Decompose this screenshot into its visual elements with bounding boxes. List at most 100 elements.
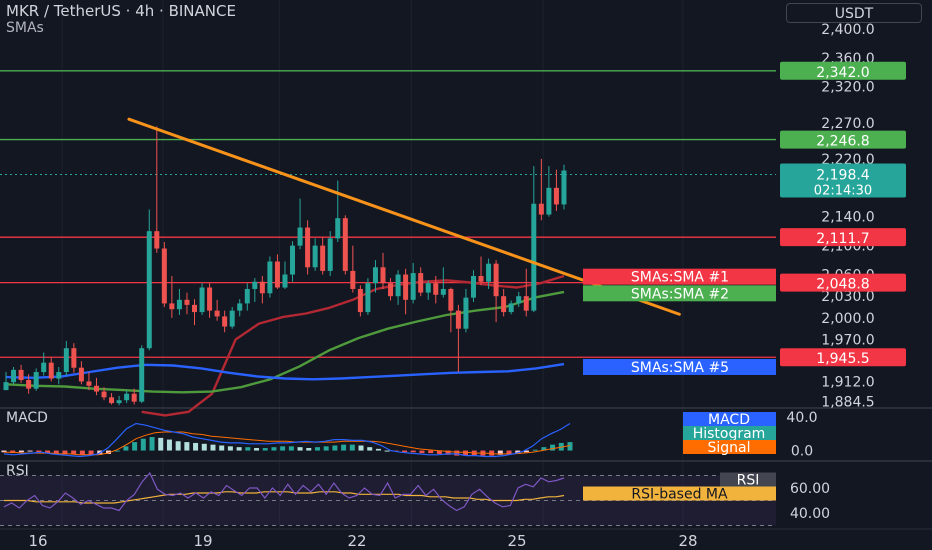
candle-body[interactable] (327, 238, 333, 271)
candle-body[interactable] (274, 261, 280, 288)
candle-body[interactable] (410, 273, 416, 300)
sma-line-2[interactable] (5, 290, 565, 394)
candle-body[interactable] (161, 248, 167, 304)
candle-body[interactable] (380, 267, 386, 284)
candle-body[interactable] (342, 218, 348, 271)
candle-body[interactable] (501, 296, 507, 313)
candle-body[interactable] (184, 299, 190, 305)
candle-body[interactable] (561, 170, 567, 205)
level-price-label: 2,048.8 (816, 277, 869, 293)
candle-body[interactable] (139, 348, 145, 402)
candle-body[interactable] (320, 245, 326, 271)
candle-body[interactable] (3, 382, 9, 391)
candle-body[interactable] (538, 203, 544, 215)
candle-body[interactable] (176, 299, 182, 310)
histogram-bar (193, 442, 199, 451)
histogram-bar (158, 437, 164, 451)
candle-body[interactable] (290, 245, 296, 275)
bar-countdown: 02:14:30 (814, 184, 872, 199)
candle-body[interactable] (531, 203, 537, 311)
candle-body[interactable] (365, 283, 371, 313)
histogram-bar (489, 450, 495, 456)
candle-body[interactable] (169, 303, 175, 310)
rsi-legend-label: RSI-based MA (631, 487, 728, 503)
candle-body[interactable] (282, 274, 288, 288)
histogram-bar (88, 450, 94, 456)
candle-body[interactable] (463, 297, 469, 329)
candle-body[interactable] (508, 303, 514, 313)
candle-body[interactable] (448, 288, 454, 311)
candle-body[interactable] (26, 379, 32, 389)
candle-body[interactable] (109, 397, 115, 404)
candle-body[interactable] (433, 283, 439, 295)
candle-body[interactable] (131, 393, 137, 402)
candle-body[interactable] (214, 310, 220, 317)
candle-body[interactable] (516, 296, 522, 304)
histogram-bar (550, 444, 556, 451)
candle-body[interactable] (56, 372, 62, 379)
rsi-line (3, 471, 565, 512)
candle-body[interactable] (199, 287, 205, 313)
candle-body[interactable] (259, 281, 265, 294)
candle-body[interactable] (478, 275, 484, 282)
candle-body[interactable] (305, 227, 311, 268)
candle-body[interactable] (388, 283, 394, 297)
candle-body[interactable] (297, 227, 303, 246)
level-price-label: 2,246.8 (816, 134, 869, 150)
candle-body[interactable] (486, 263, 492, 282)
candle-body[interactable] (192, 304, 197, 313)
candle-body[interactable] (48, 362, 54, 379)
histogram-bar (367, 447, 373, 451)
currency-button[interactable]: USDT (786, 3, 922, 23)
candle-body[interactable] (470, 275, 476, 298)
candle-body[interactable] (101, 391, 107, 398)
candle-body[interactable] (11, 369, 17, 383)
candle-body[interactable] (71, 348, 77, 368)
level-price-tag (780, 273, 906, 292)
candle-body[interactable] (418, 273, 424, 293)
candle-body[interactable] (312, 245, 318, 268)
candle-body[interactable] (267, 261, 273, 294)
candle-body[interactable] (335, 218, 341, 239)
candle-body[interactable] (372, 267, 378, 284)
candle-body[interactable] (33, 372, 39, 389)
candle-body[interactable] (229, 310, 235, 327)
candle-body[interactable] (252, 281, 258, 289)
candle-body[interactable] (440, 288, 446, 295)
sma-line-5[interactable] (5, 362, 565, 381)
candle-body[interactable] (116, 400, 122, 404)
candle-body[interactable] (493, 263, 499, 297)
histogram-bar (45, 450, 51, 454)
candle-body[interactable] (78, 367, 84, 382)
candle-body[interactable] (395, 274, 401, 297)
candle-body[interactable] (154, 231, 160, 249)
candle-body[interactable] (546, 187, 552, 215)
candle-body[interactable] (357, 288, 363, 313)
candle-body[interactable] (146, 231, 152, 349)
histogram-bar (463, 450, 469, 456)
candle-body[interactable] (207, 287, 213, 311)
candle-body[interactable] (93, 385, 99, 392)
candle-body[interactable] (403, 274, 409, 300)
histogram-bar (1, 450, 7, 453)
candle-body[interactable] (523, 296, 529, 311)
histogram-bar (532, 449, 538, 451)
candle-body[interactable] (350, 270, 356, 289)
candle-body[interactable] (425, 283, 431, 293)
candle-body[interactable] (222, 316, 228, 327)
histogram-bar (36, 450, 42, 453)
candle-body[interactable] (124, 393, 130, 401)
price-tick-label: 1,970.0 (821, 333, 874, 349)
candle-body[interactable] (455, 310, 461, 329)
candle-body[interactable] (86, 381, 92, 386)
candle-body[interactable] (41, 362, 47, 373)
histogram-bar (219, 445, 225, 451)
candle-body[interactable] (237, 303, 243, 311)
histogram-bar (445, 450, 451, 455)
candle-body[interactable] (553, 187, 559, 205)
histogram-bar (419, 450, 425, 454)
candle-body[interactable] (63, 348, 69, 373)
candle-body[interactable] (18, 369, 24, 380)
candle-body[interactable] (244, 288, 250, 304)
